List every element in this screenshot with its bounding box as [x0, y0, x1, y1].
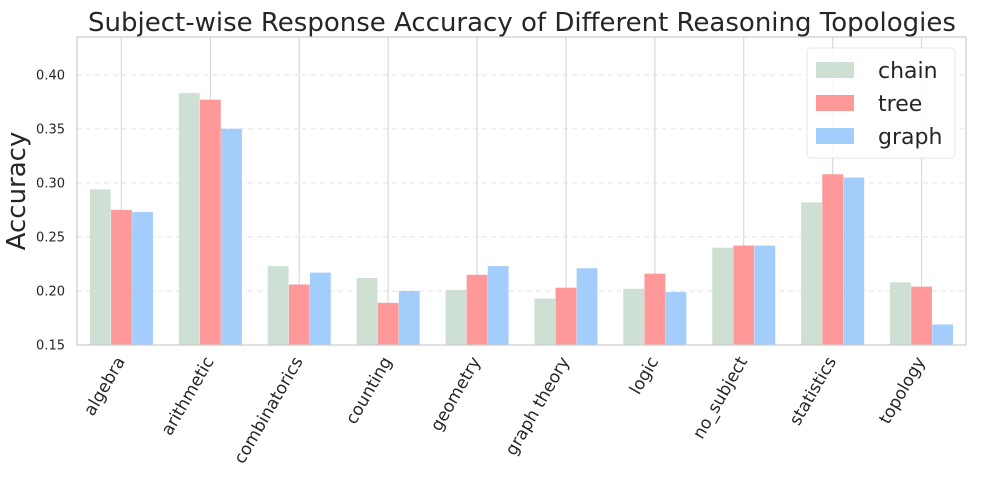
bar-graph [132, 212, 153, 345]
bar-tree [288, 284, 310, 345]
chart-title: Subject-wise Response Accuracy of Differ… [88, 8, 956, 38]
x-tick-label: logic [626, 354, 663, 399]
bar-tree [111, 209, 132, 345]
x-tick-label: geometry [427, 354, 486, 435]
y-tick-label: 0.30 [36, 176, 65, 191]
legend-label-chain: chain [878, 59, 938, 84]
y-tick-label: 0.20 [36, 284, 65, 299]
bars [89, 93, 954, 346]
bar-tree [733, 245, 755, 345]
y-tick-label: 0.40 [36, 68, 65, 83]
legend-swatch-graph [816, 128, 854, 144]
bar-chain [356, 277, 378, 345]
x-tick-label: algebra [80, 354, 130, 420]
bar-graph [309, 272, 331, 345]
y-axis-label: Accuracy [2, 132, 32, 251]
legend-swatch-chain [816, 62, 854, 78]
legend-label-tree: tree [878, 92, 922, 117]
x-axis-ticks: algebra arithmetic combinatorics counting ge… [80, 353, 930, 467]
legend-swatch-tree [816, 95, 854, 111]
x-tick-label: statistics [786, 353, 841, 429]
bar-chain [445, 289, 467, 345]
bar-chain [178, 93, 200, 345]
plot-frame [76, 36, 967, 346]
bar-graph [487, 266, 509, 345]
x-tick-label: topology [875, 354, 929, 428]
y-tick-label: 0.25 [36, 230, 65, 245]
bar-chain [89, 189, 111, 345]
bar-graph [932, 324, 954, 345]
legend-label-graph: graph [878, 125, 942, 150]
x-tick-label: combinatorics [230, 353, 307, 467]
bar-graph [843, 177, 865, 345]
y-tick-label: 0.15 [36, 339, 65, 354]
bar-graph [398, 290, 420, 345]
y-axis-ticks: 0.15 0.20 0.25 0.30 0.35 0.40 [36, 68, 65, 353]
legend: chain tree graph [806, 47, 956, 159]
x-tick-label: no_subject [689, 353, 752, 442]
bar-tree [822, 174, 844, 345]
bar-tree [911, 286, 932, 345]
x-tick-label: graph theory [502, 354, 575, 460]
bar-graph [221, 128, 242, 345]
bar-graph [665, 292, 687, 345]
bar-tree [199, 99, 221, 346]
bar-chain [712, 247, 734, 345]
bar-chain [534, 298, 556, 345]
bar-tree [555, 287, 577, 345]
x-tick-label: counting [342, 354, 396, 428]
y-tick-label: 0.35 [36, 122, 65, 137]
bar-chain [623, 288, 645, 345]
bar-tree [466, 274, 488, 345]
bar-chain [801, 202, 822, 345]
bar-tree [377, 302, 399, 345]
x-tick-label: arithmetic [158, 354, 219, 440]
bar-chain [267, 266, 289, 345]
bar-graph [754, 245, 776, 345]
bar-tree [644, 273, 666, 345]
bar-chain [890, 282, 911, 345]
bar-graph [576, 268, 598, 345]
